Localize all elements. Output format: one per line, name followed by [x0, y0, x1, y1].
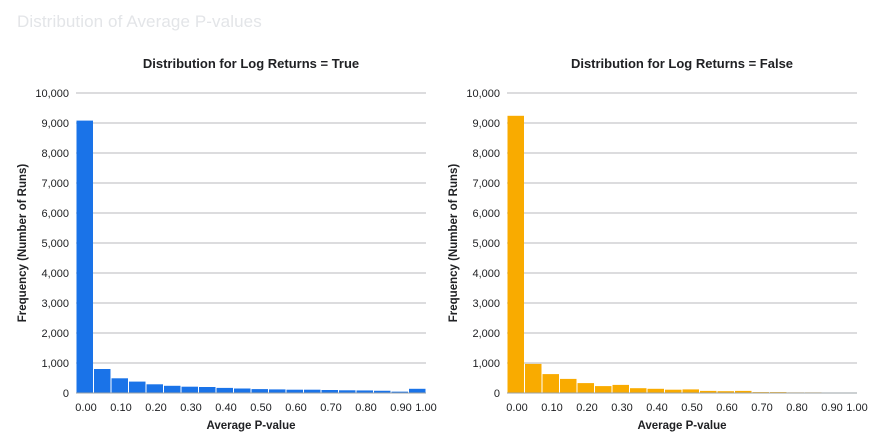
bar [595, 386, 612, 393]
bar [76, 120, 93, 393]
x-tick-label: 0.60 [285, 402, 306, 414]
bar [111, 378, 128, 393]
bar [286, 389, 303, 393]
bar [682, 389, 699, 393]
bar [612, 384, 629, 393]
y-tick-label: 1,000 [41, 358, 69, 370]
x-tick-label: 1.00 [846, 402, 867, 414]
y-axis-label: Frequency (Number of Runs) [17, 164, 29, 323]
chart-title: Distribution for Log Returns = True [143, 56, 359, 71]
y-tick-label: 9,000 [472, 118, 500, 130]
bar [542, 374, 559, 393]
page-title: Distribution of Average P-values [17, 12, 262, 31]
bar [507, 115, 524, 394]
x-axis-label: Average P-value [206, 420, 295, 432]
y-tick-label: 5,000 [41, 238, 69, 250]
x-tick-label: 0.30 [611, 402, 632, 414]
bar [700, 390, 717, 393]
bar [525, 363, 542, 393]
y-tick-label: 10,000 [466, 88, 500, 100]
y-tick-label: 2,000 [41, 328, 69, 340]
x-tick-label: 0.50 [681, 402, 702, 414]
x-tick-label: 0.50 [250, 402, 271, 414]
bar [129, 381, 146, 393]
x-tick-label: 0.20 [576, 402, 597, 414]
y-tick-label: 8,000 [472, 148, 500, 160]
x-tick-label: 0.70 [751, 402, 772, 414]
y-tick-label: 8,000 [41, 148, 69, 160]
y-tick-label: 6,000 [41, 208, 69, 220]
x-tick-label: 0.70 [320, 402, 341, 414]
x-tick-label: 1.00 [415, 402, 436, 414]
bar [304, 389, 321, 393]
bar [409, 388, 426, 393]
x-tick-label: 0.60 [716, 402, 737, 414]
x-tick-label: 0.90 [821, 402, 842, 414]
y-tick-label: 0 [63, 388, 69, 400]
y-tick-label: 10,000 [35, 88, 69, 100]
x-tick-label: 0.80 [355, 402, 376, 414]
x-tick-label: 0.90 [390, 402, 411, 414]
y-tick-label: 3,000 [41, 298, 69, 310]
bar [251, 389, 268, 393]
bar [630, 388, 647, 393]
bar [146, 384, 163, 393]
chart-log-returns-true: Distribution for Log Returns = True 0 1,00… [17, 56, 437, 432]
y-tick-label: 7,000 [472, 178, 500, 190]
bar [234, 388, 251, 393]
bar [356, 390, 373, 393]
bar [374, 390, 391, 393]
bar [391, 391, 408, 393]
bar [717, 391, 734, 393]
y-axis-label: Frequency (Number of Runs) [448, 164, 460, 323]
chart-title: Distribution for Log Returns = False [571, 56, 793, 71]
y-tick-label: 4,000 [472, 268, 500, 280]
chart-log-returns-false: Distribution for Log Returns = False 0 1,0… [448, 56, 868, 432]
y-tick-label: 0 [494, 388, 500, 400]
x-axis-label: Average P-value [637, 420, 726, 432]
bar [339, 390, 356, 393]
x-tick-label: 0.40 [646, 402, 667, 414]
y-tick-label: 4,000 [41, 268, 69, 280]
y-tick-label: 9,000 [41, 118, 69, 130]
bar [577, 383, 594, 393]
y-tick-label: 1,000 [472, 358, 500, 370]
y-tick-label: 7,000 [41, 178, 69, 190]
y-tick-label: 5,000 [472, 238, 500, 250]
x-tick-label: 0.00 [506, 402, 527, 414]
x-tick-label: 0.80 [786, 402, 807, 414]
bar [181, 386, 198, 393]
bar [164, 385, 181, 393]
x-tick-label: 0.20 [145, 402, 166, 414]
bar [199, 387, 216, 393]
x-tick-label: 0.30 [180, 402, 201, 414]
x-tick-label: 0.40 [215, 402, 236, 414]
x-tick-label: 0.10 [110, 402, 131, 414]
bar [94, 369, 111, 393]
bar [647, 388, 664, 393]
bar [560, 378, 577, 393]
bar [735, 390, 752, 393]
y-tick-label: 2,000 [472, 328, 500, 340]
bar [216, 387, 233, 393]
y-tick-label: 3,000 [472, 298, 500, 310]
bar [665, 389, 682, 393]
x-tick-label: 0.00 [75, 402, 96, 414]
x-tick-label: 0.10 [541, 402, 562, 414]
bar [321, 390, 338, 393]
y-tick-label: 6,000 [472, 208, 500, 220]
bar [269, 389, 286, 393]
